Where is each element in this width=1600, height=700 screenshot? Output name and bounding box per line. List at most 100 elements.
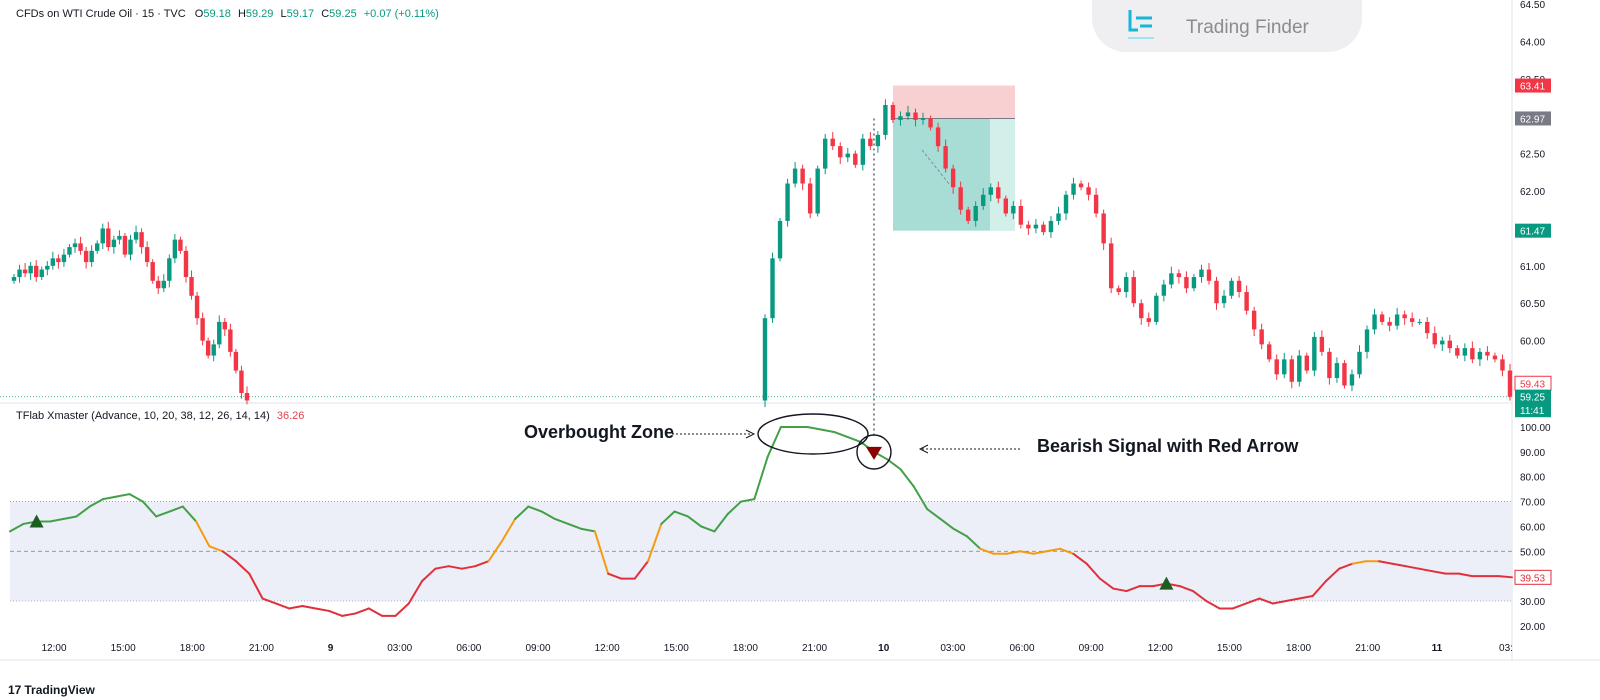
indicator-segment	[607, 572, 623, 580]
candle-body	[762, 318, 768, 401]
candle-body	[1229, 280, 1234, 296]
price-tick-label: 60.00	[1520, 337, 1545, 348]
indicator-segment	[1417, 567, 1434, 573]
indicator-tick-label: 100.00	[1520, 423, 1551, 434]
indicator-tick-label: 60.00	[1520, 522, 1545, 533]
indicator-segment	[314, 607, 331, 612]
bearish-pointer-head	[918, 444, 929, 454]
price-tick-label: 61.00	[1520, 262, 1545, 273]
indicator-segment	[48, 517, 65, 523]
indicator-segment	[1457, 572, 1474, 578]
candle-body	[920, 118, 926, 120]
price-label-text: 61.47	[1520, 227, 1545, 238]
indicator-segment	[966, 535, 982, 550]
candle-body	[1131, 277, 1136, 304]
indicator-legend[interactable]: TFlab Xmaster (Advance, 10, 20, 38, 12, …	[16, 410, 304, 422]
candle-body	[28, 265, 33, 274]
candle-body	[1470, 348, 1475, 360]
candle-body	[1101, 213, 1106, 244]
candle-body	[228, 329, 233, 352]
indicator-segment	[394, 602, 410, 617]
indicator-segment	[1085, 562, 1101, 580]
indicator-segment	[88, 498, 105, 508]
low-value: 59.17	[286, 8, 315, 20]
indicator-segment	[540, 510, 556, 520]
candle-body	[1063, 194, 1069, 214]
indicator-segment	[1112, 587, 1128, 593]
candle-body	[45, 265, 50, 270]
candle-body	[1282, 359, 1287, 375]
tradingview-brand[interactable]: 17 TradingView	[8, 683, 95, 697]
indicator-segment	[1245, 597, 1261, 605]
indicator-segment	[487, 540, 503, 563]
time-tick-label: 18:00	[733, 643, 758, 654]
candle-body	[875, 134, 881, 147]
candle-body	[838, 146, 843, 158]
price-label-text: 11:41	[1520, 406, 1545, 417]
tradingview-logo-icon: 17	[8, 683, 22, 697]
price-tick-label: 62.50	[1520, 150, 1545, 161]
candle-body	[1221, 295, 1227, 304]
price-label-box	[1515, 223, 1551, 238]
candle-body	[1394, 314, 1400, 326]
candle-body	[1402, 314, 1407, 319]
candle-body	[1146, 318, 1151, 322]
time-tick-label: 12:00	[595, 643, 620, 654]
indicator-segment	[1378, 560, 1394, 565]
candle-body	[815, 168, 820, 214]
candle-body	[61, 254, 67, 263]
indicator-segment	[407, 580, 424, 605]
candle-body	[943, 146, 948, 169]
candle-body	[1289, 359, 1294, 382]
indicator-segment	[1285, 597, 1301, 602]
candle-body	[1184, 277, 1189, 289]
time-tick-label: 21:00	[249, 643, 274, 654]
indicator-segment	[1431, 570, 1447, 575]
candle-body	[56, 258, 61, 263]
indicator-segment	[168, 505, 184, 513]
indicator-name: TFlab Xmaster (Advance, 10, 20, 38, 12, …	[16, 410, 270, 422]
indicator-segment	[740, 498, 756, 503]
indicator-segment	[261, 597, 277, 605]
indicator-segment	[460, 565, 477, 570]
candle-body	[144, 247, 150, 263]
time-tick-label: 10	[878, 643, 890, 654]
indicator-segment	[1205, 600, 1221, 610]
indicator-segment	[886, 458, 902, 471]
indicator-value: 36.26	[276, 410, 305, 422]
price-label-text: 59.25	[1520, 393, 1545, 404]
indicator-segment	[1125, 585, 1141, 593]
candle-body	[1274, 359, 1279, 375]
candle-body	[222, 321, 228, 330]
candle-body	[868, 138, 873, 147]
indicator-segment	[1404, 565, 1420, 570]
indicator-segment	[195, 520, 211, 548]
indicator-segment	[288, 604, 304, 610]
buy-signal-arrow-icon	[1159, 576, 1174, 590]
candle-body	[1124, 277, 1129, 293]
indicator-segment	[514, 505, 530, 520]
candle-body	[1011, 205, 1016, 214]
indicator-segment	[1351, 560, 1367, 565]
candle-body	[883, 104, 888, 135]
indicator-segment	[580, 527, 596, 533]
price-tick-label: 60.50	[1520, 299, 1545, 310]
candle-body	[100, 228, 105, 244]
time-tick-label: 03:00	[940, 643, 965, 654]
symbol-legend[interactable]: CFDs on WTI Crude Oil · 15 · TVC O59.18 …	[16, 8, 439, 20]
candle-body	[1357, 351, 1362, 375]
candle-body	[1176, 273, 1182, 278]
indicator-segment	[1298, 595, 1314, 600]
indicator-segment	[1059, 547, 1075, 555]
candle-body	[1364, 329, 1370, 352]
candle-body	[1447, 340, 1452, 349]
symbol-name: CFDs on WTI Crude Oil · 15 · TVC	[16, 8, 186, 20]
candle-body	[898, 116, 903, 120]
indicator-segment	[1032, 550, 1048, 555]
price-label-box	[1515, 111, 1551, 126]
candle-body	[988, 187, 993, 195]
candle-body	[233, 351, 239, 371]
candle-body	[189, 277, 194, 296]
